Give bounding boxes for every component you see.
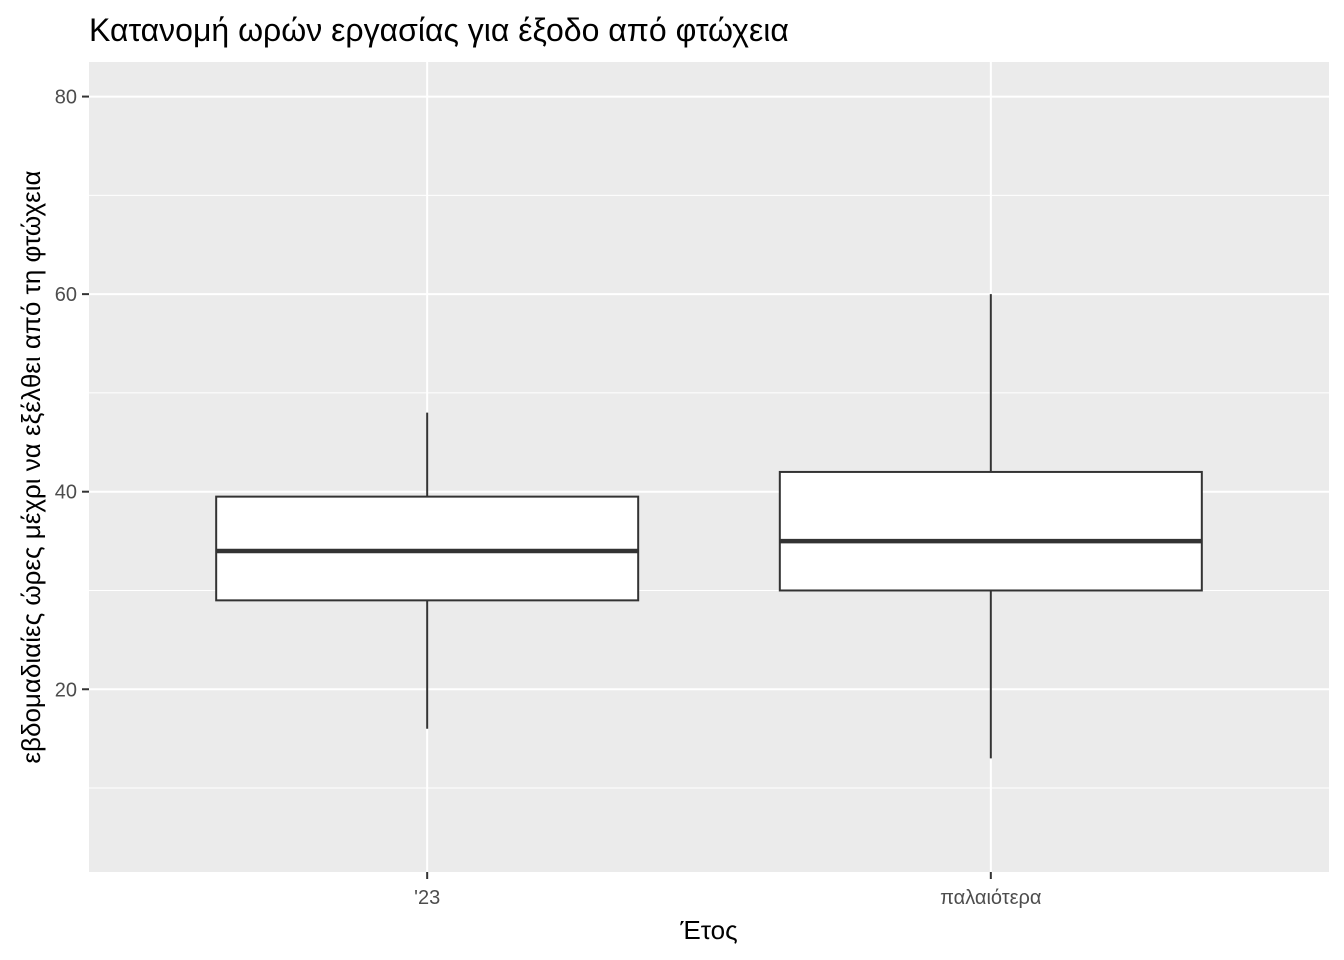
y-axis-title: εβδομαδιαίες ώρες μέχρι να εξέλθει από τ… <box>16 170 46 763</box>
box-group <box>215 412 640 729</box>
y-axis: 20 40 60 80 <box>55 87 89 701</box>
y-tick-label: 40 <box>55 482 77 504</box>
boxes <box>215 294 1203 759</box>
plot-panel <box>89 62 1329 872</box>
box-group <box>778 294 1203 759</box>
x-tick-label: '23 <box>414 887 440 909</box>
chart-title: Κατανομή ωρών εργασίας για έξοδο από φτώ… <box>89 12 789 48</box>
x-axis-title: Έτος <box>679 915 737 945</box>
box-iqr <box>778 470 1203 592</box>
y-tick-label: 20 <box>55 679 77 701</box>
x-axis: '23 παλαιότερα <box>414 872 1042 909</box>
box-iqr <box>215 495 640 602</box>
x-tick-label: παλαιότερα <box>940 887 1041 909</box>
y-tick-label: 80 <box>55 87 77 109</box>
y-tick-label: 60 <box>55 284 77 306</box>
